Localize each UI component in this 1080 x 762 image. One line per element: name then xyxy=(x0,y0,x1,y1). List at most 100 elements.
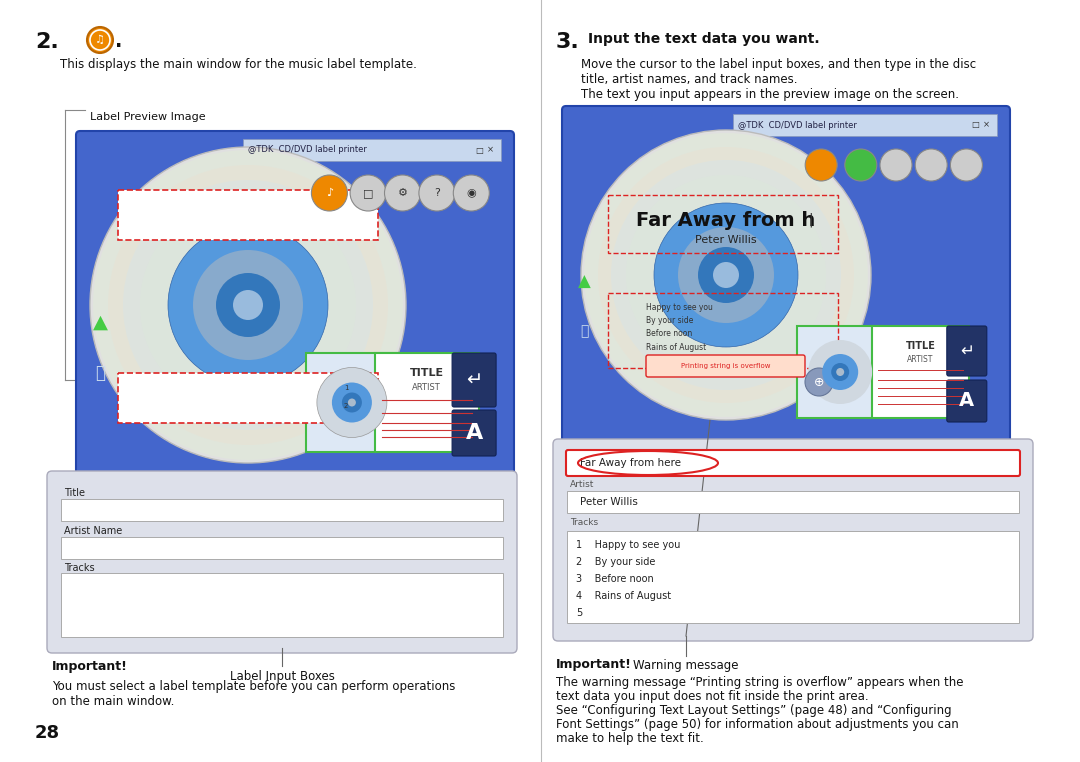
Text: Artist Name: Artist Name xyxy=(64,526,122,536)
Circle shape xyxy=(342,392,362,412)
FancyBboxPatch shape xyxy=(60,537,503,559)
FancyBboxPatch shape xyxy=(453,410,496,456)
Text: 2    By your side: 2 By your side xyxy=(576,557,656,567)
Text: 3.: 3. xyxy=(556,32,580,52)
Text: text data you input does not fit inside the print area.: text data you input does not fit inside … xyxy=(556,690,868,703)
FancyBboxPatch shape xyxy=(48,471,517,653)
Circle shape xyxy=(123,180,373,430)
Circle shape xyxy=(880,149,912,181)
Text: □: □ xyxy=(363,188,374,198)
Text: Artist: Artist xyxy=(570,480,594,489)
Text: This displays the main window for the music label template.: This displays the main window for the mu… xyxy=(60,58,417,71)
Circle shape xyxy=(584,133,868,417)
Text: 1: 1 xyxy=(67,576,73,586)
Circle shape xyxy=(654,203,798,347)
Circle shape xyxy=(90,147,406,463)
Circle shape xyxy=(626,175,826,375)
Text: title, artist names, and track names.: title, artist names, and track names. xyxy=(581,73,797,86)
Circle shape xyxy=(348,399,356,406)
Circle shape xyxy=(316,367,387,437)
Text: A: A xyxy=(465,423,483,443)
Circle shape xyxy=(216,273,280,337)
Text: @TDK  CD/DVD label printer: @TDK CD/DVD label printer xyxy=(248,146,367,155)
FancyBboxPatch shape xyxy=(306,353,397,452)
FancyBboxPatch shape xyxy=(947,326,987,376)
Text: ×: × xyxy=(487,146,494,155)
Text: Far Away from h: Far Away from h xyxy=(636,210,815,229)
Text: 2.: 2. xyxy=(35,32,58,52)
FancyBboxPatch shape xyxy=(60,573,503,637)
Text: 1: 1 xyxy=(343,386,349,392)
Text: Label Input Boxes: Label Input Boxes xyxy=(230,670,335,683)
FancyBboxPatch shape xyxy=(567,491,1020,513)
Text: |: | xyxy=(808,213,812,227)
Circle shape xyxy=(93,150,403,460)
FancyBboxPatch shape xyxy=(60,499,503,521)
FancyBboxPatch shape xyxy=(566,450,1020,476)
Text: A: A xyxy=(959,392,974,411)
Circle shape xyxy=(168,225,328,385)
FancyBboxPatch shape xyxy=(562,106,1010,444)
Text: on the main window.: on the main window. xyxy=(52,695,174,708)
Circle shape xyxy=(915,149,947,181)
FancyBboxPatch shape xyxy=(453,353,496,407)
Circle shape xyxy=(193,250,303,360)
FancyBboxPatch shape xyxy=(118,373,378,423)
Circle shape xyxy=(311,175,348,211)
Text: Happy to see you
By your side
Before noon
Rains of August: Happy to see you By your side Before noo… xyxy=(646,303,713,351)
Circle shape xyxy=(611,160,841,390)
Circle shape xyxy=(454,175,489,211)
Text: .: . xyxy=(114,32,122,51)
Text: ↵: ↵ xyxy=(465,370,483,389)
Text: Far Away from here: Far Away from here xyxy=(580,458,681,468)
Text: ARTIST: ARTIST xyxy=(413,383,441,392)
Text: Peter Willis: Peter Willis xyxy=(580,497,638,507)
Text: ↵: ↵ xyxy=(960,342,974,360)
FancyBboxPatch shape xyxy=(733,114,997,136)
Text: Label Preview Image: Label Preview Image xyxy=(90,112,205,122)
Text: 4    Rains of August: 4 Rains of August xyxy=(576,591,671,601)
Text: ARTIST: ARTIST xyxy=(907,356,934,364)
Circle shape xyxy=(332,383,372,422)
Text: The text you input appears in the preview image on the screen.: The text you input appears in the previe… xyxy=(581,88,959,101)
Circle shape xyxy=(713,262,739,288)
Text: 🖨: 🖨 xyxy=(95,364,105,382)
FancyBboxPatch shape xyxy=(567,531,1020,623)
FancyBboxPatch shape xyxy=(118,190,378,240)
Text: TITLE: TITLE xyxy=(905,341,935,351)
Text: ◉: ◉ xyxy=(467,188,476,198)
Circle shape xyxy=(108,165,388,445)
Text: ▲: ▲ xyxy=(93,312,108,331)
Circle shape xyxy=(845,149,877,181)
Circle shape xyxy=(806,149,837,181)
Text: 🖨: 🖨 xyxy=(580,324,589,338)
Text: Tracks: Tracks xyxy=(64,563,95,573)
Circle shape xyxy=(808,340,873,404)
Text: ♪: ♪ xyxy=(326,188,333,198)
Text: Title: Title xyxy=(64,488,85,498)
Text: The warning message “Printing string is overflow” appears when the: The warning message “Printing string is … xyxy=(556,676,963,689)
Text: Important!: Important! xyxy=(52,660,127,673)
Circle shape xyxy=(678,227,774,323)
Circle shape xyxy=(836,368,845,376)
Text: Important!: Important! xyxy=(556,658,632,671)
Text: Input the text data you want.: Input the text data you want. xyxy=(588,32,820,46)
Circle shape xyxy=(233,290,264,320)
Text: Font Settings” (page 50) for information about adjustments you can: Font Settings” (page 50) for information… xyxy=(556,718,959,731)
Circle shape xyxy=(345,399,376,431)
Circle shape xyxy=(384,175,420,211)
Text: 3    Before noon: 3 Before noon xyxy=(576,574,653,584)
FancyBboxPatch shape xyxy=(797,326,883,418)
Text: TITLE: TITLE xyxy=(409,368,444,378)
Circle shape xyxy=(805,368,833,396)
Text: Warning message: Warning message xyxy=(633,659,739,672)
FancyBboxPatch shape xyxy=(375,353,478,452)
FancyBboxPatch shape xyxy=(947,380,987,422)
Text: Peter Willis: Peter Willis xyxy=(696,235,757,245)
Text: □: □ xyxy=(971,120,980,130)
Text: @TDK  CD/DVD label printer: @TDK CD/DVD label printer xyxy=(739,120,858,130)
FancyBboxPatch shape xyxy=(872,326,969,418)
Text: Printing string is overflow: Printing string is overflow xyxy=(680,363,770,369)
Circle shape xyxy=(832,363,849,381)
FancyBboxPatch shape xyxy=(243,139,501,161)
